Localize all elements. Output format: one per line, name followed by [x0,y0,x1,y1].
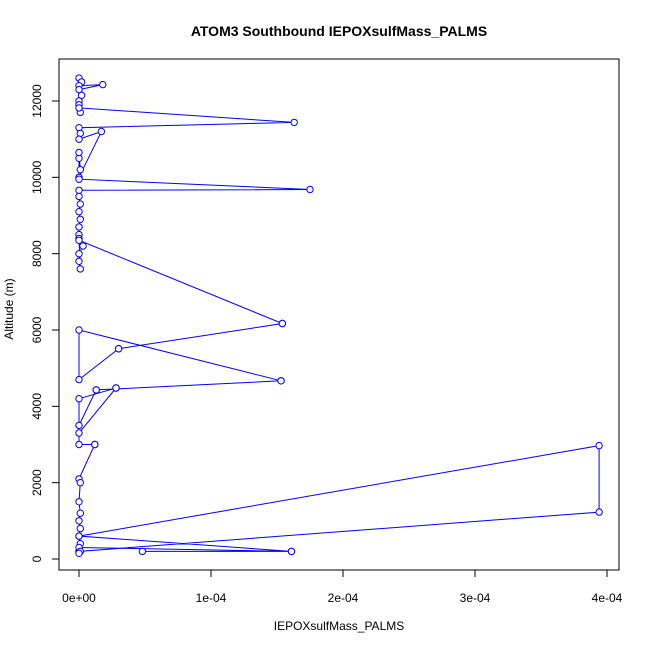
data-point [75,498,83,506]
data-point [75,440,83,449]
data-point [75,236,83,245]
data-point [278,319,286,328]
y-tick-label: 8000 [30,240,44,267]
x-tick-label: 3e-04 [460,591,491,605]
data-point [75,250,83,258]
data-point [76,215,85,224]
series-line [78,77,600,554]
data-point [79,242,87,250]
data-point [75,135,83,143]
data-point [76,166,85,174]
data-point [76,509,85,517]
data-point [75,208,83,216]
data-point [114,345,123,353]
x-axis-label: IEPOXsulfMass_PALMS [274,619,405,633]
data-point [138,547,147,556]
y-tick-label: 2000 [30,469,44,496]
data-point [75,517,83,525]
data-point [75,223,83,231]
data-point [277,377,285,385]
chart-title: ATOM3 Southbound IEPOXsulfMass_PALMS [191,23,487,39]
x-tick-label: 0e+00 [62,591,96,605]
x-tick-label: 1e-04 [196,591,227,605]
data-point [75,429,83,437]
series-layer [75,74,603,557]
data-point [75,395,83,403]
data-point [75,549,83,557]
x-tick-label: 4e-04 [592,591,623,605]
data-point [99,80,107,89]
data-point [76,479,85,487]
data-point [97,127,106,136]
y-tick-label: 4000 [30,393,44,420]
y-tick-label: 10000 [30,160,44,194]
data-point [287,547,296,556]
data-point [75,192,83,201]
data-point [75,326,83,334]
x-tick-label: 2e-04 [328,591,359,605]
data-point [75,421,83,430]
data-point [75,148,83,157]
data-point [595,508,603,516]
y-axis: 0 2000 4000 6000 8000 10000 12000 [30,84,60,562]
data-point [290,118,298,127]
y-tick-label: 0 [30,555,44,562]
data-point [306,185,314,194]
y-tick-label: 12000 [30,84,44,118]
data-point [75,175,83,183]
data-point [91,440,99,449]
plot-frame [58,58,620,571]
data-point [75,257,83,265]
data-point [595,441,603,450]
data-point [75,104,83,112]
data-point [75,186,83,195]
x-axis: 0e+00 1e-04 2e-04 3e-04 4e-04 [62,569,623,605]
data-point [76,524,85,533]
y-axis-label: Altitude (m) [2,278,16,339]
data-point [92,386,100,394]
y-tick-label: 6000 [30,316,44,343]
data-point [76,200,85,208]
data-point [76,265,85,273]
data-point [112,384,120,392]
data-point [75,375,83,384]
data-point [75,532,83,540]
